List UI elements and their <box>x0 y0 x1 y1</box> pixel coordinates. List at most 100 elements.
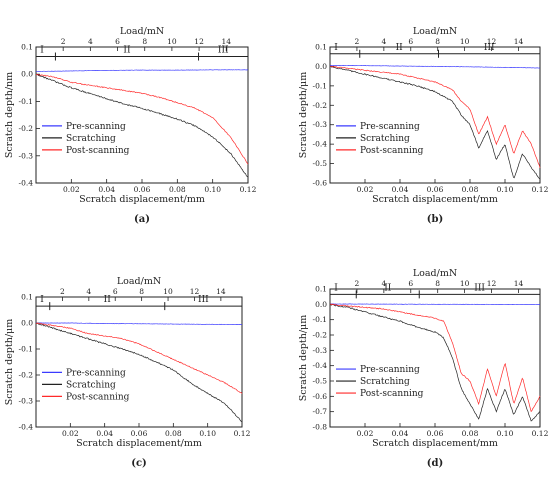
y-tick-label: -0.4 <box>313 140 328 149</box>
y-tick-label: 0.1 <box>21 293 33 302</box>
legend-entry: Scratching <box>66 380 116 390</box>
legend-entry: Pre-scanning <box>66 122 126 132</box>
x-tick-label: 0.06 <box>427 185 444 194</box>
region-label: III <box>484 43 495 53</box>
load-tick-label: 4 <box>86 287 91 296</box>
legend-entry: Pre-scanning <box>360 122 420 132</box>
load-tick-label: 12 <box>487 37 497 46</box>
x-tick-label: 0.04 <box>392 185 409 194</box>
series-line-pre-scanning <box>329 303 541 306</box>
region-label: III <box>218 46 229 56</box>
region-label: I <box>40 295 44 305</box>
y-tick-label: -0.1 <box>313 81 327 90</box>
load-tick-label: 14 <box>221 37 231 46</box>
region-label: II <box>384 283 392 293</box>
y-tick-label: 0.0 <box>21 70 33 79</box>
load-tick-label: 2 <box>355 37 360 46</box>
load-tick-label: 14 <box>514 279 524 288</box>
x-tick-label: 0.02 <box>357 185 374 194</box>
y-tick-label: -0.2 <box>313 331 328 340</box>
load-tick-label: 2 <box>60 287 65 296</box>
legend-entry: Pre-scanning <box>360 365 420 375</box>
legend-entry: Scratching <box>66 134 116 144</box>
load-tick-label: 6 <box>408 279 413 288</box>
y-tick-label: -0.5 <box>313 159 328 168</box>
y-tick-label: -0.8 <box>313 423 328 432</box>
x-tick-label: 0.06 <box>427 429 444 438</box>
load-tick-label: 14 <box>216 287 226 296</box>
legend-entry: Post-scanning <box>66 146 130 156</box>
series-line-pre-scanning <box>35 322 243 326</box>
top-axis-label: Load/mN <box>117 276 161 287</box>
series-line-post-scanning <box>35 73 249 165</box>
y-tick-label: -0.7 <box>313 407 328 416</box>
x-tick-label: 0.04 <box>96 429 113 438</box>
panel-label: (a) <box>134 214 150 225</box>
y-tick-label: 0.0 <box>315 62 327 71</box>
load-tick-label: 4 <box>381 279 386 288</box>
y-tick-label: -0.2 <box>19 371 34 380</box>
region-label: I <box>334 283 338 293</box>
legend-entry: Post-scanning <box>360 389 424 399</box>
x-axis-label: Scratch displacement/mm <box>372 194 498 205</box>
x-axis-label: Scratch displacement/mm <box>79 194 205 205</box>
panel-label: (b) <box>427 214 443 225</box>
y-tick-label: 0.0 <box>21 319 33 328</box>
x-tick-label: 0.04 <box>98 185 115 194</box>
y-tick-label: -0.5 <box>313 377 328 386</box>
x-tick-label: 0.12 <box>532 429 549 438</box>
load-tick-label: 8 <box>435 279 440 288</box>
series-line-post-scanning <box>329 65 541 168</box>
top-axis-label: Load/mN <box>120 26 164 37</box>
region-label: I <box>334 43 338 53</box>
y-tick-label: -0.3 <box>313 120 328 129</box>
x-tick-label: 0.12 <box>532 185 549 194</box>
legend-entry: Pre-scanning <box>66 368 126 378</box>
plot-frame <box>35 296 243 428</box>
y-tick-label: 0.1 <box>21 43 33 52</box>
y-axis-label: Scratch depth/nm <box>4 72 15 158</box>
y-tick-label: 0.1 <box>315 43 327 52</box>
y-axis-label: Scratch depth/μm <box>4 319 15 405</box>
chart-panel-a: 0.02 0.04 0.06 0.08 0.10 0.12 0.1 0.0 -0.1 -0.2 -0… <box>4 26 257 225</box>
y-tick-label: -0.6 <box>313 392 328 401</box>
load-tick-label: 10 <box>163 287 173 296</box>
load-tick-label: 14 <box>514 37 524 46</box>
y-tick-label: -0.4 <box>313 361 328 370</box>
top-axis-label: Load/mN <box>413 268 457 279</box>
load-tick-label: 6 <box>408 37 413 46</box>
region-label: III <box>198 295 209 305</box>
load-tick-label: 8 <box>142 37 147 46</box>
x-tick-label: 0.08 <box>165 429 182 438</box>
load-tick-label: 12 <box>487 279 497 288</box>
x-tick-label: 0.10 <box>204 185 221 194</box>
x-tick-label: 0.08 <box>462 185 479 194</box>
x-tick-label: 0.08 <box>462 429 479 438</box>
x-tick-label: 0.06 <box>131 429 148 438</box>
load-tick-label: 4 <box>88 37 93 46</box>
y-axis-label: Scratch depth/μm <box>298 315 309 401</box>
x-tick-label: 0.10 <box>497 429 514 438</box>
x-tick-label: 0.12 <box>240 185 257 194</box>
load-tick-label: 2 <box>61 37 66 46</box>
load-tick-label: 10 <box>460 279 470 288</box>
series-line-scratching <box>35 322 243 423</box>
panel-label: (c) <box>131 458 147 469</box>
region-label: III <box>474 283 485 293</box>
load-tick-label: 10 <box>460 37 470 46</box>
panel-label: (d) <box>427 458 443 469</box>
load-tick-label: 8 <box>435 37 440 46</box>
x-tick-label: 0.12 <box>234 429 251 438</box>
x-tick-label: 0.08 <box>169 185 186 194</box>
top-axis-label: Load/mN <box>413 26 457 37</box>
load-tick-label: 6 <box>113 287 118 296</box>
series-line-pre-scanning <box>329 64 541 69</box>
series-line-scratching <box>329 303 541 422</box>
y-tick-label: -0.4 <box>19 179 34 188</box>
chart-panel-d: 0.02 0.04 0.06 0.08 0.10 0.12 0.1 0.0 -0.1 -0.2 -0… <box>298 268 549 469</box>
load-tick-label: 12 <box>194 37 204 46</box>
y-tick-label: -0.3 <box>19 397 34 406</box>
series-line-post-scanning <box>329 303 541 413</box>
x-tick-label: 0.02 <box>63 185 80 194</box>
